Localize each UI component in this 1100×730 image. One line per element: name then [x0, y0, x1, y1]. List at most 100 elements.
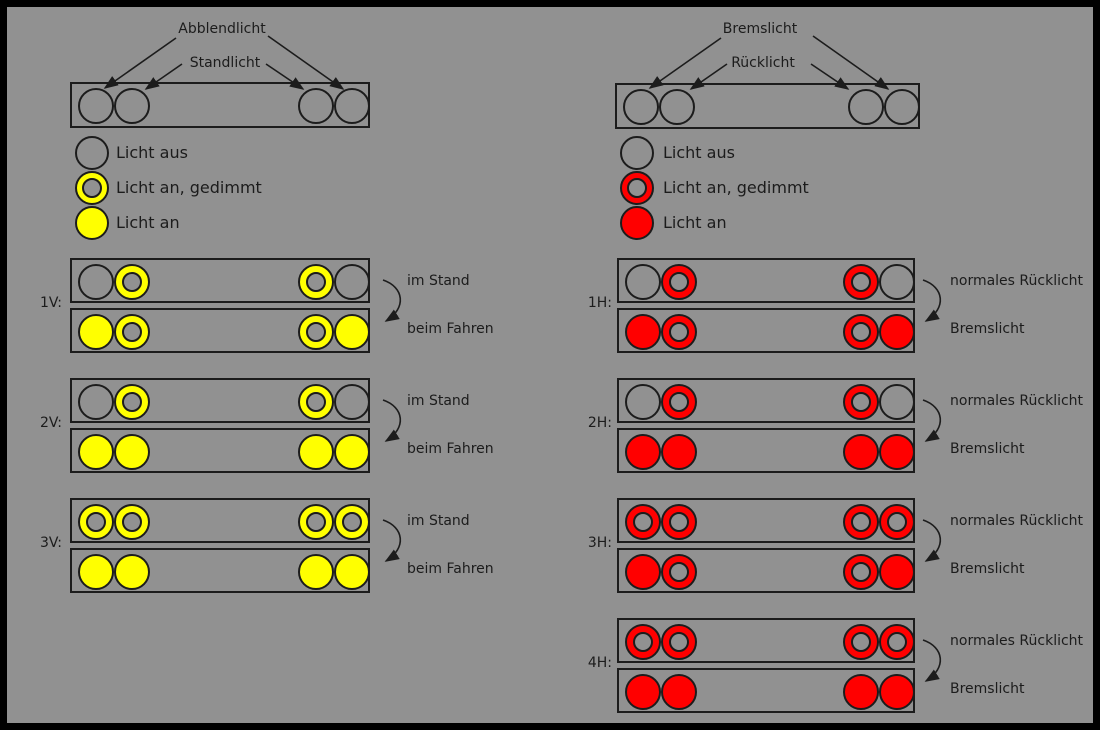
dim-core	[122, 392, 142, 412]
header-pointer-arrow	[812, 35, 890, 90]
lamp-dim	[843, 554, 879, 590]
stand-to-driving-curved-arrow	[382, 519, 402, 562]
lamp-off	[879, 264, 915, 300]
dim-core	[851, 562, 871, 582]
lamp-off	[298, 88, 334, 124]
dim-core	[82, 178, 102, 198]
legend-label: Licht an, gedimmt	[116, 178, 262, 197]
stand-to-driving-curved-arrow	[922, 639, 942, 682]
lamp-dim	[843, 264, 879, 300]
lamp-on	[879, 674, 915, 710]
lamp-off	[659, 89, 695, 125]
dim-core	[627, 178, 647, 198]
lamp-dim	[843, 384, 879, 420]
row-annotation: Bremslicht	[950, 561, 1025, 577]
legend-lamp-dim	[75, 171, 109, 205]
dim-core	[669, 512, 689, 532]
lamp-dim	[661, 504, 697, 540]
group-id: 3V:	[39, 535, 62, 551]
lamp-bar	[70, 378, 370, 423]
legend-label: Licht an	[663, 213, 727, 232]
lamp-dim	[298, 264, 334, 300]
dim-core	[306, 322, 326, 342]
lamp-on	[879, 554, 915, 590]
dim-core	[342, 512, 362, 532]
group-id: 1V:	[39, 295, 62, 311]
lamp-dim	[661, 554, 697, 590]
lamp-dim	[661, 264, 697, 300]
front-inner-light-label: Standlicht	[189, 55, 261, 71]
legend-label: Licht aus	[663, 143, 735, 162]
dim-core	[306, 272, 326, 292]
dim-core	[851, 322, 871, 342]
dim-core	[633, 632, 653, 652]
lamp-dim	[114, 314, 150, 350]
stand-to-driving-curved-arrow	[922, 399, 942, 442]
stand-to-driving-curved-arrow	[922, 279, 942, 322]
lamp-on	[334, 554, 370, 590]
rear-outer-light-label: Bremslicht	[722, 21, 798, 37]
lamp-on	[661, 434, 697, 470]
header-pointer-arrow	[689, 63, 728, 90]
row-annotation: normales Rücklicht	[950, 633, 1084, 649]
stand-to-driving-curved-arrow	[382, 399, 402, 442]
lamp-off	[334, 384, 370, 420]
stand-to-driving-curved-arrow	[382, 279, 402, 322]
group-id: 1H:	[587, 295, 612, 311]
lamp-off	[334, 264, 370, 300]
group-id: 4H:	[587, 655, 612, 671]
row-annotation: normales Rücklicht	[950, 513, 1084, 529]
dim-core	[122, 322, 142, 342]
dim-core	[669, 562, 689, 582]
row-annotation: im Stand	[407, 393, 470, 409]
rear-inner-light-label: Rücklicht	[731, 55, 795, 71]
lamp-dim	[661, 624, 697, 660]
lamp-off	[879, 384, 915, 420]
lamp-dim	[879, 624, 915, 660]
header-pointer-arrow	[648, 37, 722, 89]
lamp-bar	[617, 548, 915, 593]
lamp-bar	[70, 428, 370, 473]
front-outer-light-label: Abblendlicht	[178, 21, 266, 37]
lamp-off	[625, 264, 661, 300]
group-id: 3H:	[587, 535, 612, 551]
lamp-on	[661, 674, 697, 710]
dim-core	[851, 632, 871, 652]
lamp-bar	[617, 378, 915, 423]
header-pointer-arrow	[144, 63, 183, 90]
lamp-off	[78, 384, 114, 420]
lamp-dim	[625, 624, 661, 660]
lamp-off	[334, 88, 370, 124]
lamp-dim	[625, 504, 661, 540]
lamp-on	[879, 314, 915, 350]
lamp-on	[114, 434, 150, 470]
lamp-off	[625, 384, 661, 420]
group-id: 2H:	[587, 415, 612, 431]
lamp-on	[114, 554, 150, 590]
lamp-dim	[843, 314, 879, 350]
lamp-dim	[661, 314, 697, 350]
lamp-off	[114, 88, 150, 124]
header-pointer-arrow	[267, 35, 345, 90]
lamp-dim	[78, 504, 114, 540]
row-annotation: im Stand	[407, 513, 470, 529]
header-pointer-arrow	[103, 37, 177, 89]
lamp-on	[843, 674, 879, 710]
lamp-bar	[617, 428, 915, 473]
dim-core	[669, 322, 689, 342]
row-annotation: normales Rücklicht	[950, 393, 1084, 409]
dim-core	[669, 272, 689, 292]
lamp-bar	[617, 618, 915, 663]
lamp-on	[298, 554, 334, 590]
header-pointer-arrow	[810, 63, 850, 90]
dim-core	[633, 512, 653, 532]
lamp-dim	[843, 504, 879, 540]
row-annotation: beim Fahren	[407, 441, 494, 457]
row-annotation: im Stand	[407, 273, 470, 289]
dim-core	[122, 512, 142, 532]
lamp-on	[625, 314, 661, 350]
lamp-dim	[661, 384, 697, 420]
lamp-on	[78, 314, 114, 350]
lamp-bar	[617, 498, 915, 543]
row-annotation: Bremslicht	[950, 441, 1025, 457]
